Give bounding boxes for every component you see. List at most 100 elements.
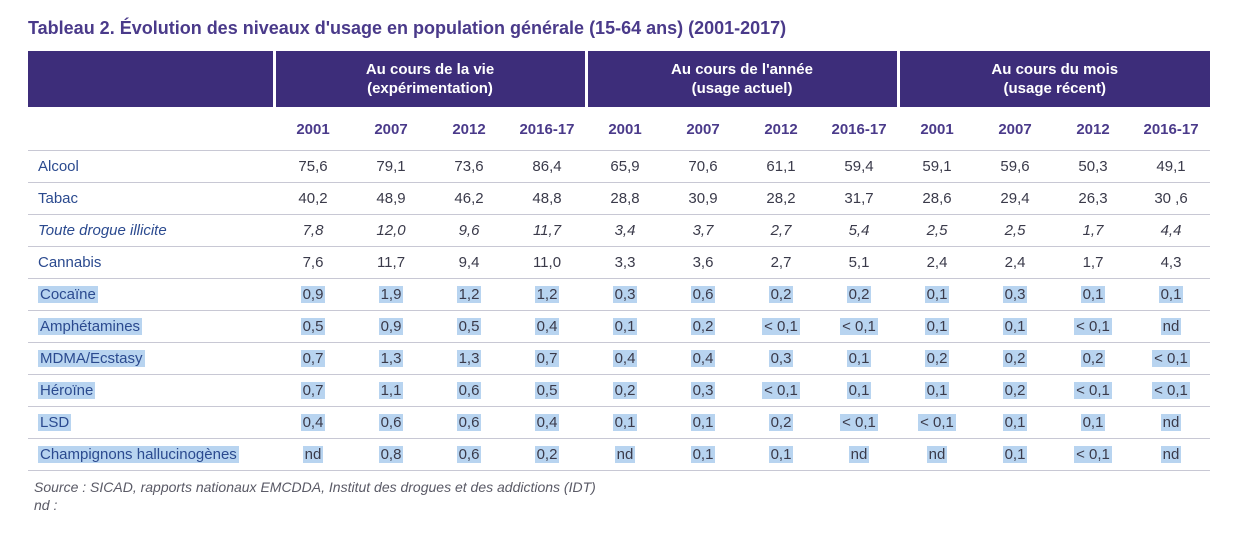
data-cell: nd [898,438,976,470]
data-cell: 9,4 [430,246,508,278]
data-cell: < 0,1 [820,406,898,438]
data-cell: 1,1 [352,374,430,406]
data-cell: 0,1 [664,438,742,470]
data-cell: 0,1 [1054,278,1132,310]
data-cell: 0,2 [976,342,1054,374]
data-cell: 0,3 [664,374,742,406]
data-cell: < 0,1 [742,310,820,342]
data-cell: 28,8 [586,182,664,214]
year-header: 2007 [664,107,742,151]
data-cell: 2,7 [742,214,820,246]
table-row: Tabac40,248,946,248,828,830,928,231,728,… [28,182,1210,214]
row-label: Héroïne [28,374,274,406]
data-cell: 0,3 [586,278,664,310]
data-cell: 0,7 [274,342,352,374]
row-label: Cocaïne [28,278,274,310]
data-cell: 0,7 [274,374,352,406]
data-cell: nd [274,438,352,470]
data-cell: 79,1 [352,150,430,182]
data-cell: 0,1 [586,406,664,438]
data-cell: 0,1 [820,342,898,374]
data-cell: 0,6 [430,406,508,438]
data-cell: 31,7 [820,182,898,214]
data-cell: 0,6 [430,374,508,406]
year-header-stub [28,107,274,151]
data-cell: nd [586,438,664,470]
table-row: Champignons hallucinogènesnd0,80,60,2nd0… [28,438,1210,470]
year-header: 2001 [586,107,664,151]
data-cell: 0,7 [508,342,586,374]
data-cell: 1,2 [508,278,586,310]
year-header: 2012 [430,107,508,151]
column-group-sublabel: (expérimentation) [282,80,579,99]
data-cell: 0,4 [274,406,352,438]
data-cell: 0,6 [664,278,742,310]
data-cell: 3,4 [586,214,664,246]
data-cell: 7,8 [274,214,352,246]
column-group-label: Au cours de l'année [671,61,813,78]
data-cell: 0,2 [664,310,742,342]
data-cell: 0,2 [742,278,820,310]
data-cell: 0,3 [976,278,1054,310]
data-cell: 40,2 [274,182,352,214]
data-cell: 5,4 [820,214,898,246]
data-cell: 0,8 [352,438,430,470]
data-cell: 0,9 [352,310,430,342]
data-cell: 0,1 [586,310,664,342]
data-cell: < 0,1 [1132,374,1210,406]
data-cell: < 0,1 [1132,342,1210,374]
data-cell: 0,5 [508,374,586,406]
data-cell: 4,4 [1132,214,1210,246]
year-header: 2016-17 [1132,107,1210,151]
year-header: 2012 [1054,107,1132,151]
data-cell: < 0,1 [820,310,898,342]
data-cell: 2,7 [742,246,820,278]
data-cell: 2,4 [898,246,976,278]
data-cell: < 0,1 [1054,374,1132,406]
table-body: Alcool75,679,173,686,465,970,661,159,459… [28,150,1210,470]
data-cell: 0,2 [1054,342,1132,374]
row-label: MDMA/Ecstasy [28,342,274,374]
data-cell: 0,1 [976,406,1054,438]
data-cell: 11,0 [508,246,586,278]
data-cell: 29,4 [976,182,1054,214]
data-cell: 0,5 [274,310,352,342]
table-row: Amphétamines0,50,90,50,40,10,2< 0,1< 0,1… [28,310,1210,342]
data-cell: 0,2 [976,374,1054,406]
header-stub [28,51,274,107]
data-cell: 30,9 [664,182,742,214]
data-cell: 7,6 [274,246,352,278]
column-group-month: Au cours du mois (usage récent) [898,51,1210,107]
data-cell: 49,1 [1132,150,1210,182]
year-header: 2007 [976,107,1054,151]
data-cell: 0,2 [586,374,664,406]
data-cell: 1,7 [1054,246,1132,278]
column-group-label: Au cours de la vie [366,61,494,78]
source-note: Source : SICAD, rapports nationaux EMCDD… [28,479,1209,495]
data-cell: 59,1 [898,150,976,182]
table-title: Tableau 2. Évolution des niveaux d'usage… [28,18,1209,39]
data-cell: < 0,1 [742,374,820,406]
data-cell: 0,2 [742,406,820,438]
row-label: Toute drogue illicite [28,214,274,246]
data-cell: nd [1132,438,1210,470]
data-cell: 61,1 [742,150,820,182]
data-cell: 2,5 [976,214,1054,246]
data-cell: 11,7 [508,214,586,246]
year-header: 2001 [274,107,352,151]
data-cell: nd [1132,310,1210,342]
data-cell: 48,9 [352,182,430,214]
data-cell: 0,2 [508,438,586,470]
data-cell: 30 ,6 [1132,182,1210,214]
data-cell: nd [820,438,898,470]
data-cell: 1,3 [430,342,508,374]
year-header: 2001 [898,107,976,151]
data-cell: 46,2 [430,182,508,214]
data-cell: 0,1 [898,278,976,310]
data-cell: 1,3 [352,342,430,374]
table-row: Alcool75,679,173,686,465,970,661,159,459… [28,150,1210,182]
data-cell: 2,5 [898,214,976,246]
table-row: Héroïne0,71,10,60,50,20,3< 0,10,10,10,2<… [28,374,1210,406]
table-row: Toute drogue illicite7,812,09,611,73,43,… [28,214,1210,246]
data-cell: 28,2 [742,182,820,214]
